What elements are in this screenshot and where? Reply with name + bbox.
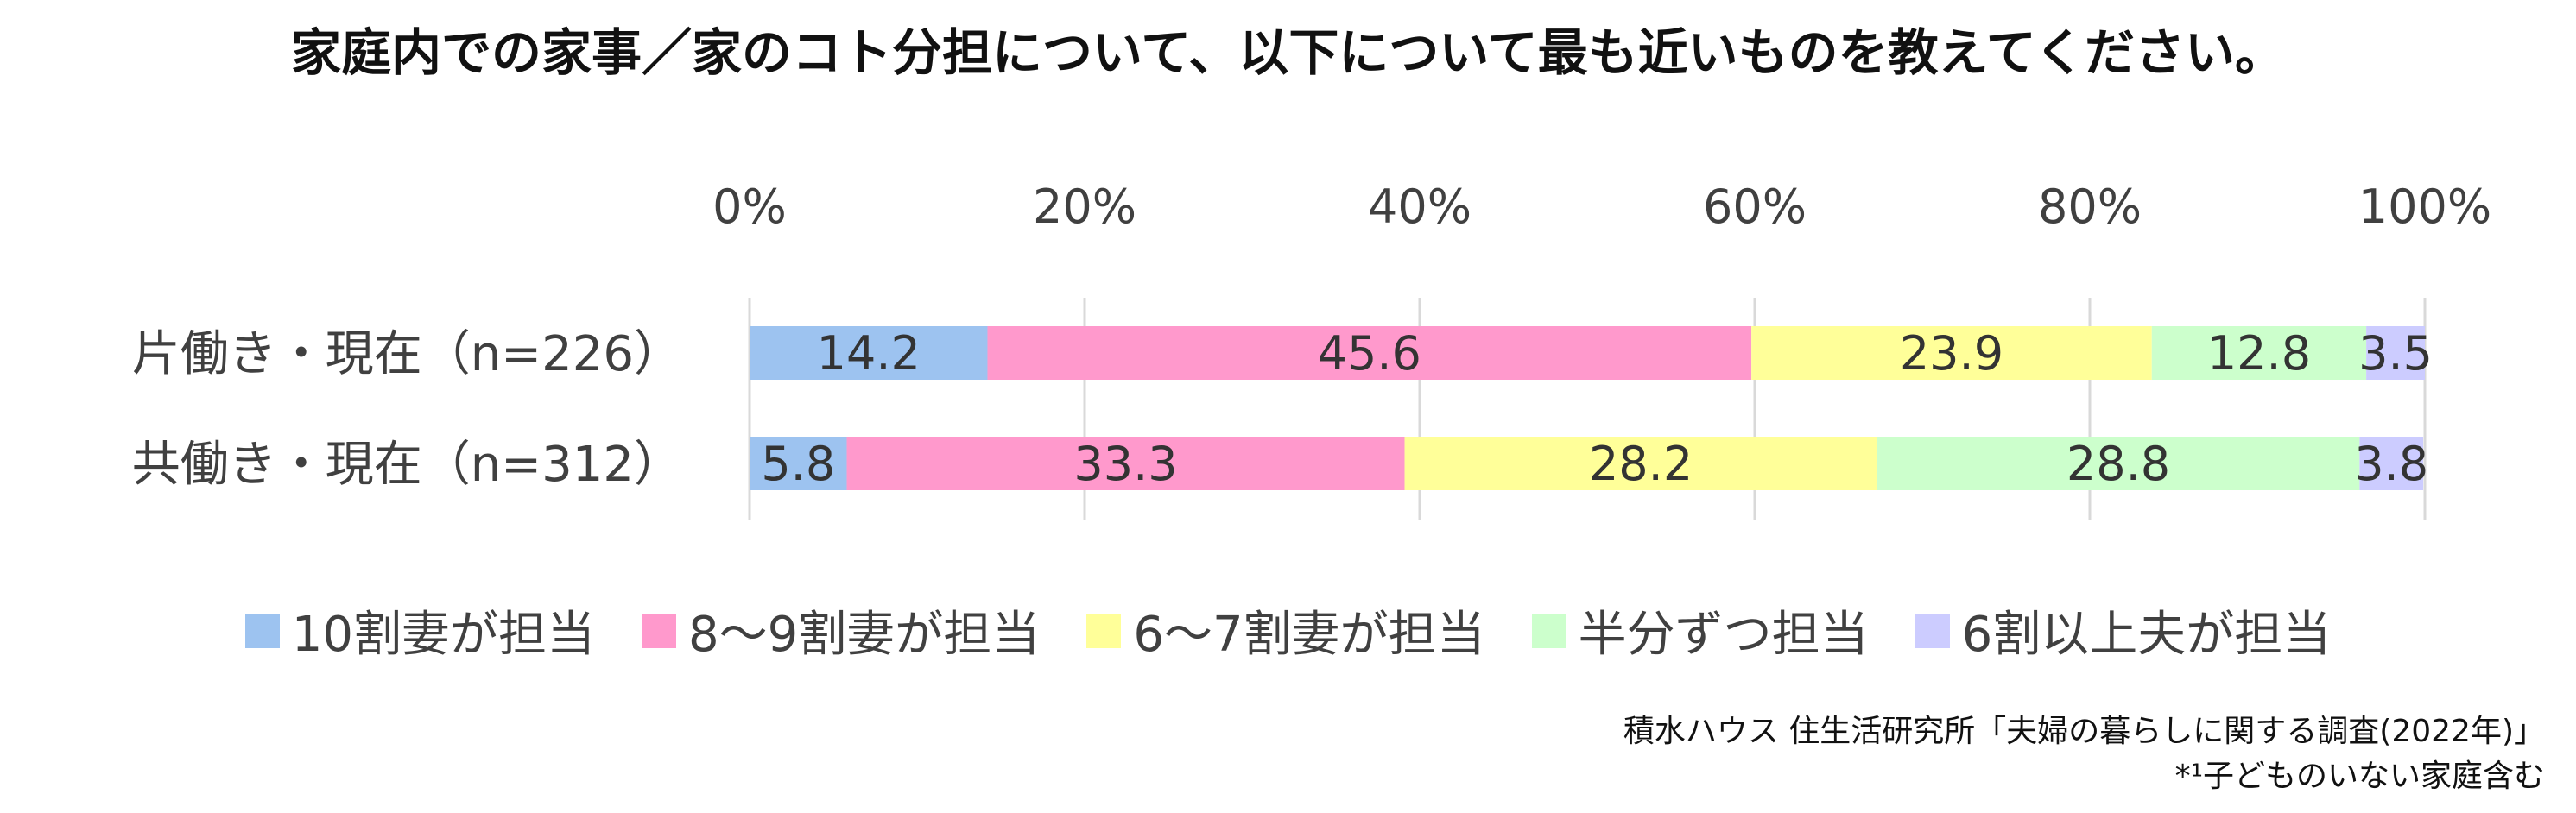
bar-segment: [1751, 326, 2152, 380]
legend-label: 8～9割妻が担当: [688, 607, 1041, 663]
footnote: *¹子どものいない家庭含む: [2174, 759, 2545, 794]
legend-swatch: [642, 613, 677, 648]
x-tick-label: 60%: [1703, 180, 1807, 234]
bar-segment: [1404, 437, 1877, 490]
legend-swatch: [1915, 613, 1950, 648]
legend-label: 6割以上夫が担当: [1961, 607, 2332, 663]
data-label: 33.3: [1073, 437, 1177, 491]
data-label: 28.2: [1589, 437, 1693, 491]
legend-item: 10割妻が担当: [244, 596, 596, 665]
legend-swatch: [244, 613, 280, 648]
legend-item: 6割以上夫が担当: [1915, 596, 2332, 665]
data-labels: 14.2 45.6 23.9 12.8 3.5 5.8 33.3 28.2 28.8 3.8: [761, 326, 2433, 491]
bar-segment: [987, 326, 1752, 380]
bars: [750, 326, 2425, 490]
x-tick-label: 40%: [1368, 180, 1472, 234]
data-label: 23.9: [1900, 326, 2003, 381]
legend: 10割妻が担当 8～9割妻が担当 6～7割妻が担当 半分ずつ担当 6割以上夫が担当: [0, 596, 2576, 665]
x-tick-label: 100%: [2358, 180, 2491, 234]
data-label: 3.8: [2354, 437, 2428, 491]
data-label: 3.5: [2358, 326, 2433, 381]
legend-label: 半分ずつ担当: [1578, 607, 1869, 663]
x-tick-label: 80%: [2038, 180, 2142, 234]
legend-item: 半分ずつ担当: [1531, 596, 1869, 665]
data-label: 12.8: [2207, 326, 2311, 381]
bar-segment: [1877, 437, 2360, 490]
category-label: 片働き・現在（n=226）: [132, 326, 682, 382]
data-label: 45.6: [1318, 326, 1421, 381]
legend-label: 10割妻が担当: [291, 607, 596, 663]
x-tick-label: 0%: [712, 180, 787, 234]
bar-segment: [2151, 326, 2367, 380]
x-axis-ticks: 0% 20% 40% 60% 80% 100%: [712, 180, 2491, 234]
stacked-bar-chart: 0% 20% 40% 60% 80% 100% 片働き・現在（n=226） 共働き・現在（n…: [132, 180, 2491, 520]
data-label: 5.8: [761, 437, 835, 491]
x-tick-label: 20%: [1033, 180, 1136, 234]
legend-item: 8～9割妻が担当: [642, 596, 1040, 665]
bar-segment: [750, 326, 988, 380]
bar-segment: [2359, 437, 2424, 490]
bar-segment: [846, 437, 1405, 490]
chart-title: 家庭内での家事／家のコト分担について、以下について最も近いものを教えてください。: [291, 23, 2285, 82]
source-note: 積水ハウス 住生活研究所「夫婦の暮らしに関する調査(2022年)」: [1623, 714, 2545, 749]
legend-label: 6～7割妻が担当: [1133, 607, 1485, 663]
legend-swatch: [1086, 613, 1122, 648]
category-labels: 片働き・現在（n=226） 共働き・現在（n=312）: [132, 326, 682, 493]
data-label: 14.2: [817, 326, 921, 381]
category-label: 共働き・現在（n=312）: [132, 437, 682, 493]
legend-item: 6～7割妻が担当: [1086, 596, 1485, 665]
bar-segment: [2366, 326, 2425, 380]
data-label: 28.8: [2066, 437, 2170, 491]
legend-swatch: [1531, 613, 1566, 648]
bar-segment: [750, 437, 847, 490]
